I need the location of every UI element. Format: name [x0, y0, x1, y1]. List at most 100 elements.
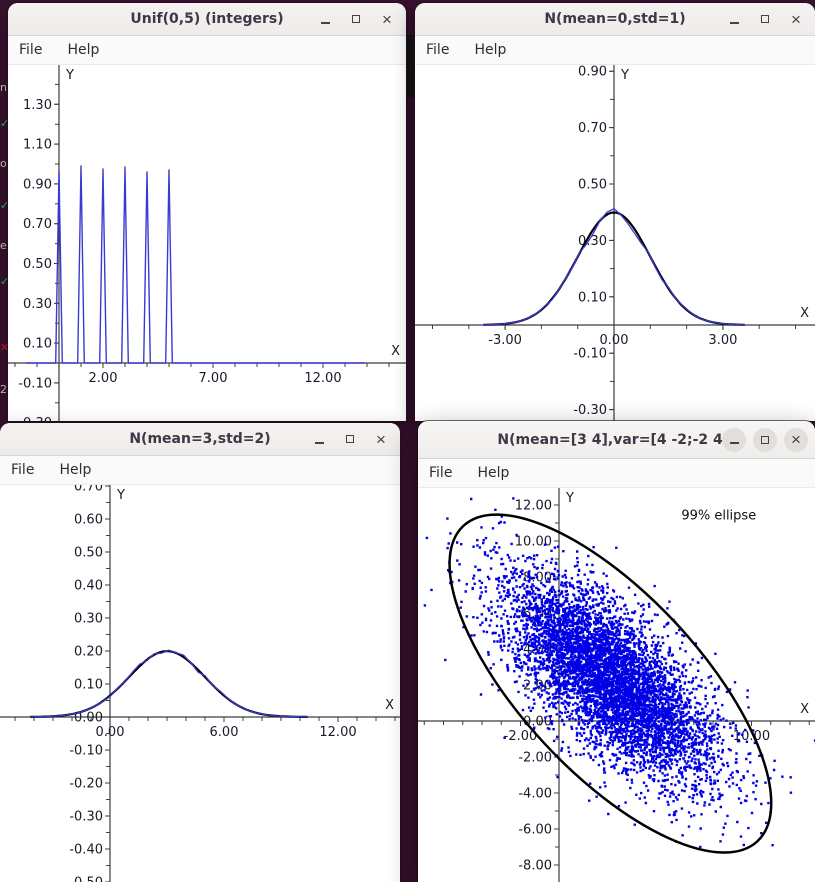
- minimize-button[interactable]: [722, 7, 746, 31]
- close-button[interactable]: ×: [369, 427, 393, 451]
- svg-text:-0.30: -0.30: [18, 416, 52, 421]
- window-controls: ×: [722, 3, 808, 35]
- desktop-icon-fragment: ✓: [0, 275, 8, 288]
- svg-text:-0.10: -0.10: [573, 347, 607, 362]
- menubar: File Help: [415, 36, 815, 65]
- close-icon: ×: [382, 9, 392, 29]
- svg-text:-0.20: -0.20: [69, 776, 103, 791]
- menubar: File Help: [8, 36, 406, 65]
- maximize-button[interactable]: [338, 427, 362, 451]
- titlebar[interactable]: Unif(0,5) (integers) ×: [8, 3, 406, 36]
- minimize-button[interactable]: [313, 7, 337, 31]
- minimize-icon: [729, 21, 739, 24]
- maximize-icon: [761, 435, 769, 444]
- svg-text:-0.30: -0.30: [573, 403, 607, 418]
- svg-text:-0.50: -0.50: [69, 875, 103, 882]
- minimize-icon: [320, 21, 330, 24]
- window-title: N(mean=3,std=2): [129, 431, 271, 447]
- svg-text:-3.00: -3.00: [488, 333, 522, 348]
- desktop-icon-fragment: ✕: [0, 341, 8, 354]
- svg-text:Y: Y: [116, 488, 125, 503]
- menu-help[interactable]: Help: [477, 465, 510, 481]
- chart-normal-0-1: -3.00 0.00 3.00-0.30-0.100.100.300.500.700…: [415, 65, 815, 421]
- minimize-button[interactable]: [307, 427, 331, 451]
- svg-text:0.70: 0.70: [74, 485, 103, 494]
- desktop-icon-fragment: o: [0, 157, 7, 170]
- desktop-icon-fragment: 2: [0, 383, 7, 396]
- svg-text:0.10: 0.10: [74, 677, 103, 692]
- svg-text:0.10: 0.10: [23, 337, 52, 352]
- maximize-button[interactable]: [344, 7, 368, 31]
- svg-text:Y: Y: [65, 68, 74, 83]
- chart-bivariate-normal: -2.0010.00-8.00-6.00-4.00-2.000.002.004.…: [418, 488, 815, 882]
- menu-file[interactable]: File: [426, 42, 450, 58]
- svg-text:0.00: 0.00: [96, 725, 125, 740]
- chart-unif05: 2.00 7.00 12.00 -0.30 -0.10 0.10 0.30 0.50 0.70 0…: [8, 65, 406, 421]
- close-button[interactable]: ×: [375, 7, 399, 31]
- svg-text:X: X: [391, 344, 400, 359]
- close-button[interactable]: ×: [784, 427, 808, 452]
- menubar: File Help: [418, 459, 815, 488]
- svg-text:0.60: 0.60: [74, 512, 103, 527]
- svg-text:Y: Y: [620, 68, 629, 83]
- minimize-button[interactable]: [722, 427, 746, 452]
- svg-text:0.70: 0.70: [23, 217, 52, 232]
- desktop-dark-patch: [405, 35, 415, 98]
- menu-help[interactable]: Help: [59, 462, 92, 478]
- svg-text:-8.00: -8.00: [518, 858, 552, 873]
- desktop-left-strip: n ✓ o ✓ e ✓ ✕ 2: [0, 0, 8, 423]
- titlebar[interactable]: N(mean=3,std=2) ×: [0, 423, 400, 456]
- svg-text:-0.10: -0.10: [69, 743, 103, 758]
- menu-file[interactable]: File: [429, 465, 453, 481]
- desktop-icon-fragment: e: [0, 239, 7, 252]
- window-title: N(mean=0,std=1): [544, 11, 686, 27]
- menubar: File Help: [0, 456, 400, 485]
- minimize-icon: [314, 441, 324, 444]
- maximize-icon: [761, 15, 769, 23]
- svg-text:10.00: 10.00: [733, 729, 770, 744]
- svg-text:X: X: [800, 702, 809, 717]
- svg-text:1.10: 1.10: [23, 138, 52, 153]
- window-controls: ×: [722, 421, 808, 458]
- maximize-button[interactable]: [753, 7, 777, 31]
- svg-text:0.10: 0.10: [578, 290, 607, 305]
- plot-area: -2.0010.00-8.00-6.00-4.00-2.000.002.004.…: [418, 488, 815, 882]
- close-icon: ×: [791, 9, 801, 29]
- svg-text:X: X: [800, 306, 809, 321]
- svg-text:0.00: 0.00: [74, 710, 103, 725]
- menu-file[interactable]: File: [11, 462, 35, 478]
- svg-text:-2.00: -2.00: [518, 750, 552, 765]
- plot-area: 0.00 6.00 12.00 -0.50 -0.40 -0.30 -0.20 -0.10 0.…: [0, 485, 400, 882]
- svg-text:0.00: 0.00: [600, 333, 629, 348]
- svg-text:-6.00: -6.00: [518, 822, 552, 837]
- svg-text:12.00: 12.00: [304, 371, 341, 386]
- svg-text:0.90: 0.90: [23, 177, 52, 192]
- titlebar[interactable]: N(mean=[3 4],var=[4 -2;-2 4]) ×: [418, 421, 815, 459]
- plot-area: -3.00 0.00 3.00 -0.30 -0.10 0.10 0.30 0.50 0.70 0…: [415, 65, 815, 421]
- desktop-icon-fragment: ✓: [0, 117, 8, 130]
- close-button[interactable]: ×: [784, 7, 808, 31]
- menu-file[interactable]: File: [19, 42, 43, 58]
- svg-text:2.00: 2.00: [89, 371, 118, 386]
- svg-text:0.50: 0.50: [578, 178, 607, 193]
- desktop-icon-fragment: ✓: [0, 199, 8, 212]
- svg-text:7.00: 7.00: [199, 371, 228, 386]
- menu-help[interactable]: Help: [474, 42, 507, 58]
- window-controls: ×: [313, 3, 399, 35]
- svg-text:-0.30: -0.30: [69, 809, 103, 824]
- menu-help[interactable]: Help: [67, 42, 100, 58]
- svg-text:-0.10: -0.10: [18, 376, 52, 391]
- window-unif05: Unif(0,5) (integers) × File Help 2.00 7.0…: [8, 3, 406, 421]
- window-normal-3-2: N(mean=3,std=2) × File Help 0.00 6.00 12.0…: [0, 423, 400, 882]
- svg-text:12.00: 12.00: [319, 725, 356, 740]
- svg-text:X: X: [385, 698, 394, 713]
- window-title: Unif(0,5) (integers): [130, 11, 284, 27]
- svg-text:12.00: 12.00: [515, 498, 552, 513]
- maximize-button[interactable]: [753, 427, 777, 452]
- titlebar[interactable]: N(mean=0,std=1) ×: [415, 3, 815, 36]
- close-icon: ×: [376, 429, 386, 449]
- svg-text:0.40: 0.40: [74, 578, 103, 593]
- svg-text:0.30: 0.30: [74, 611, 103, 626]
- svg-text:1.30: 1.30: [23, 98, 52, 113]
- svg-text:0.90: 0.90: [578, 65, 607, 80]
